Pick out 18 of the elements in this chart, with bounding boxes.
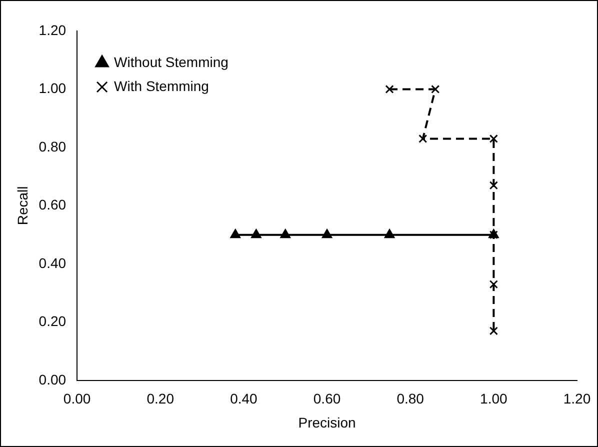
legend-label: Without Stemming [114,54,228,70]
y-tick-label: 0.60 [38,196,66,213]
x-tick-label: 1.20 [563,390,591,407]
x-tick-label: 0.00 [63,390,91,407]
y-tick-label: 0.00 [38,371,66,388]
y-tick-label: 0.80 [38,138,66,154]
y-tick-label: 0.40 [38,254,66,271]
y-tick-label: 0.20 [38,313,66,330]
y-tick-label: 1.00 [38,80,66,96]
x-tick-label: 0.80 [396,390,424,407]
legend-label: With Stemming [114,78,209,94]
x-tick-label: 0.20 [146,390,174,407]
x-axis-title: Precision [298,414,356,430]
x-tick-label: 0.40 [230,390,258,407]
y-tick-label: 1.20 [38,22,66,38]
x-tick-label: 1.00 [480,390,508,407]
x-tick-label: 0.60 [313,390,341,407]
y-axis-title: Recall [14,186,30,226]
